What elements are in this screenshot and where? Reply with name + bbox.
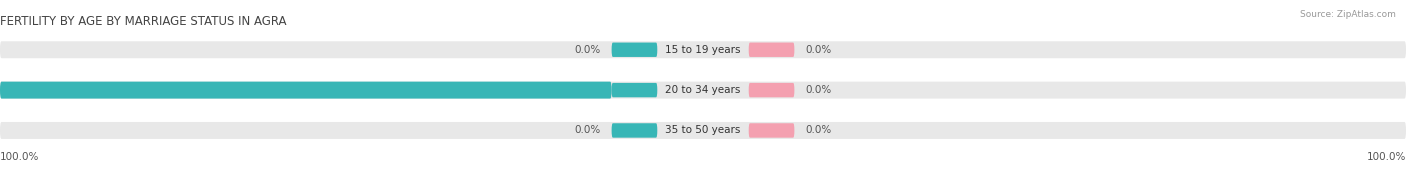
- FancyBboxPatch shape: [612, 123, 657, 138]
- FancyBboxPatch shape: [0, 82, 612, 99]
- FancyBboxPatch shape: [612, 43, 657, 57]
- FancyBboxPatch shape: [749, 83, 794, 97]
- Text: 0.0%: 0.0%: [804, 125, 831, 135]
- Text: Source: ZipAtlas.com: Source: ZipAtlas.com: [1301, 10, 1396, 19]
- Text: 0.0%: 0.0%: [804, 85, 831, 95]
- Text: 15 to 19 years: 15 to 19 years: [665, 45, 741, 55]
- FancyBboxPatch shape: [0, 41, 1406, 58]
- Text: 0.0%: 0.0%: [575, 125, 602, 135]
- FancyBboxPatch shape: [612, 83, 657, 97]
- Text: 20 to 34 years: 20 to 34 years: [665, 85, 741, 95]
- FancyBboxPatch shape: [749, 123, 794, 138]
- Text: FERTILITY BY AGE BY MARRIAGE STATUS IN AGRA: FERTILITY BY AGE BY MARRIAGE STATUS IN A…: [0, 15, 287, 28]
- FancyBboxPatch shape: [0, 82, 1406, 99]
- FancyBboxPatch shape: [0, 122, 1406, 139]
- FancyBboxPatch shape: [749, 43, 794, 57]
- Text: 100.0%: 100.0%: [0, 152, 39, 162]
- Text: 35 to 50 years: 35 to 50 years: [665, 125, 741, 135]
- Text: 100.0%: 100.0%: [1367, 152, 1406, 162]
- Text: 0.0%: 0.0%: [804, 45, 831, 55]
- Text: 0.0%: 0.0%: [575, 45, 602, 55]
